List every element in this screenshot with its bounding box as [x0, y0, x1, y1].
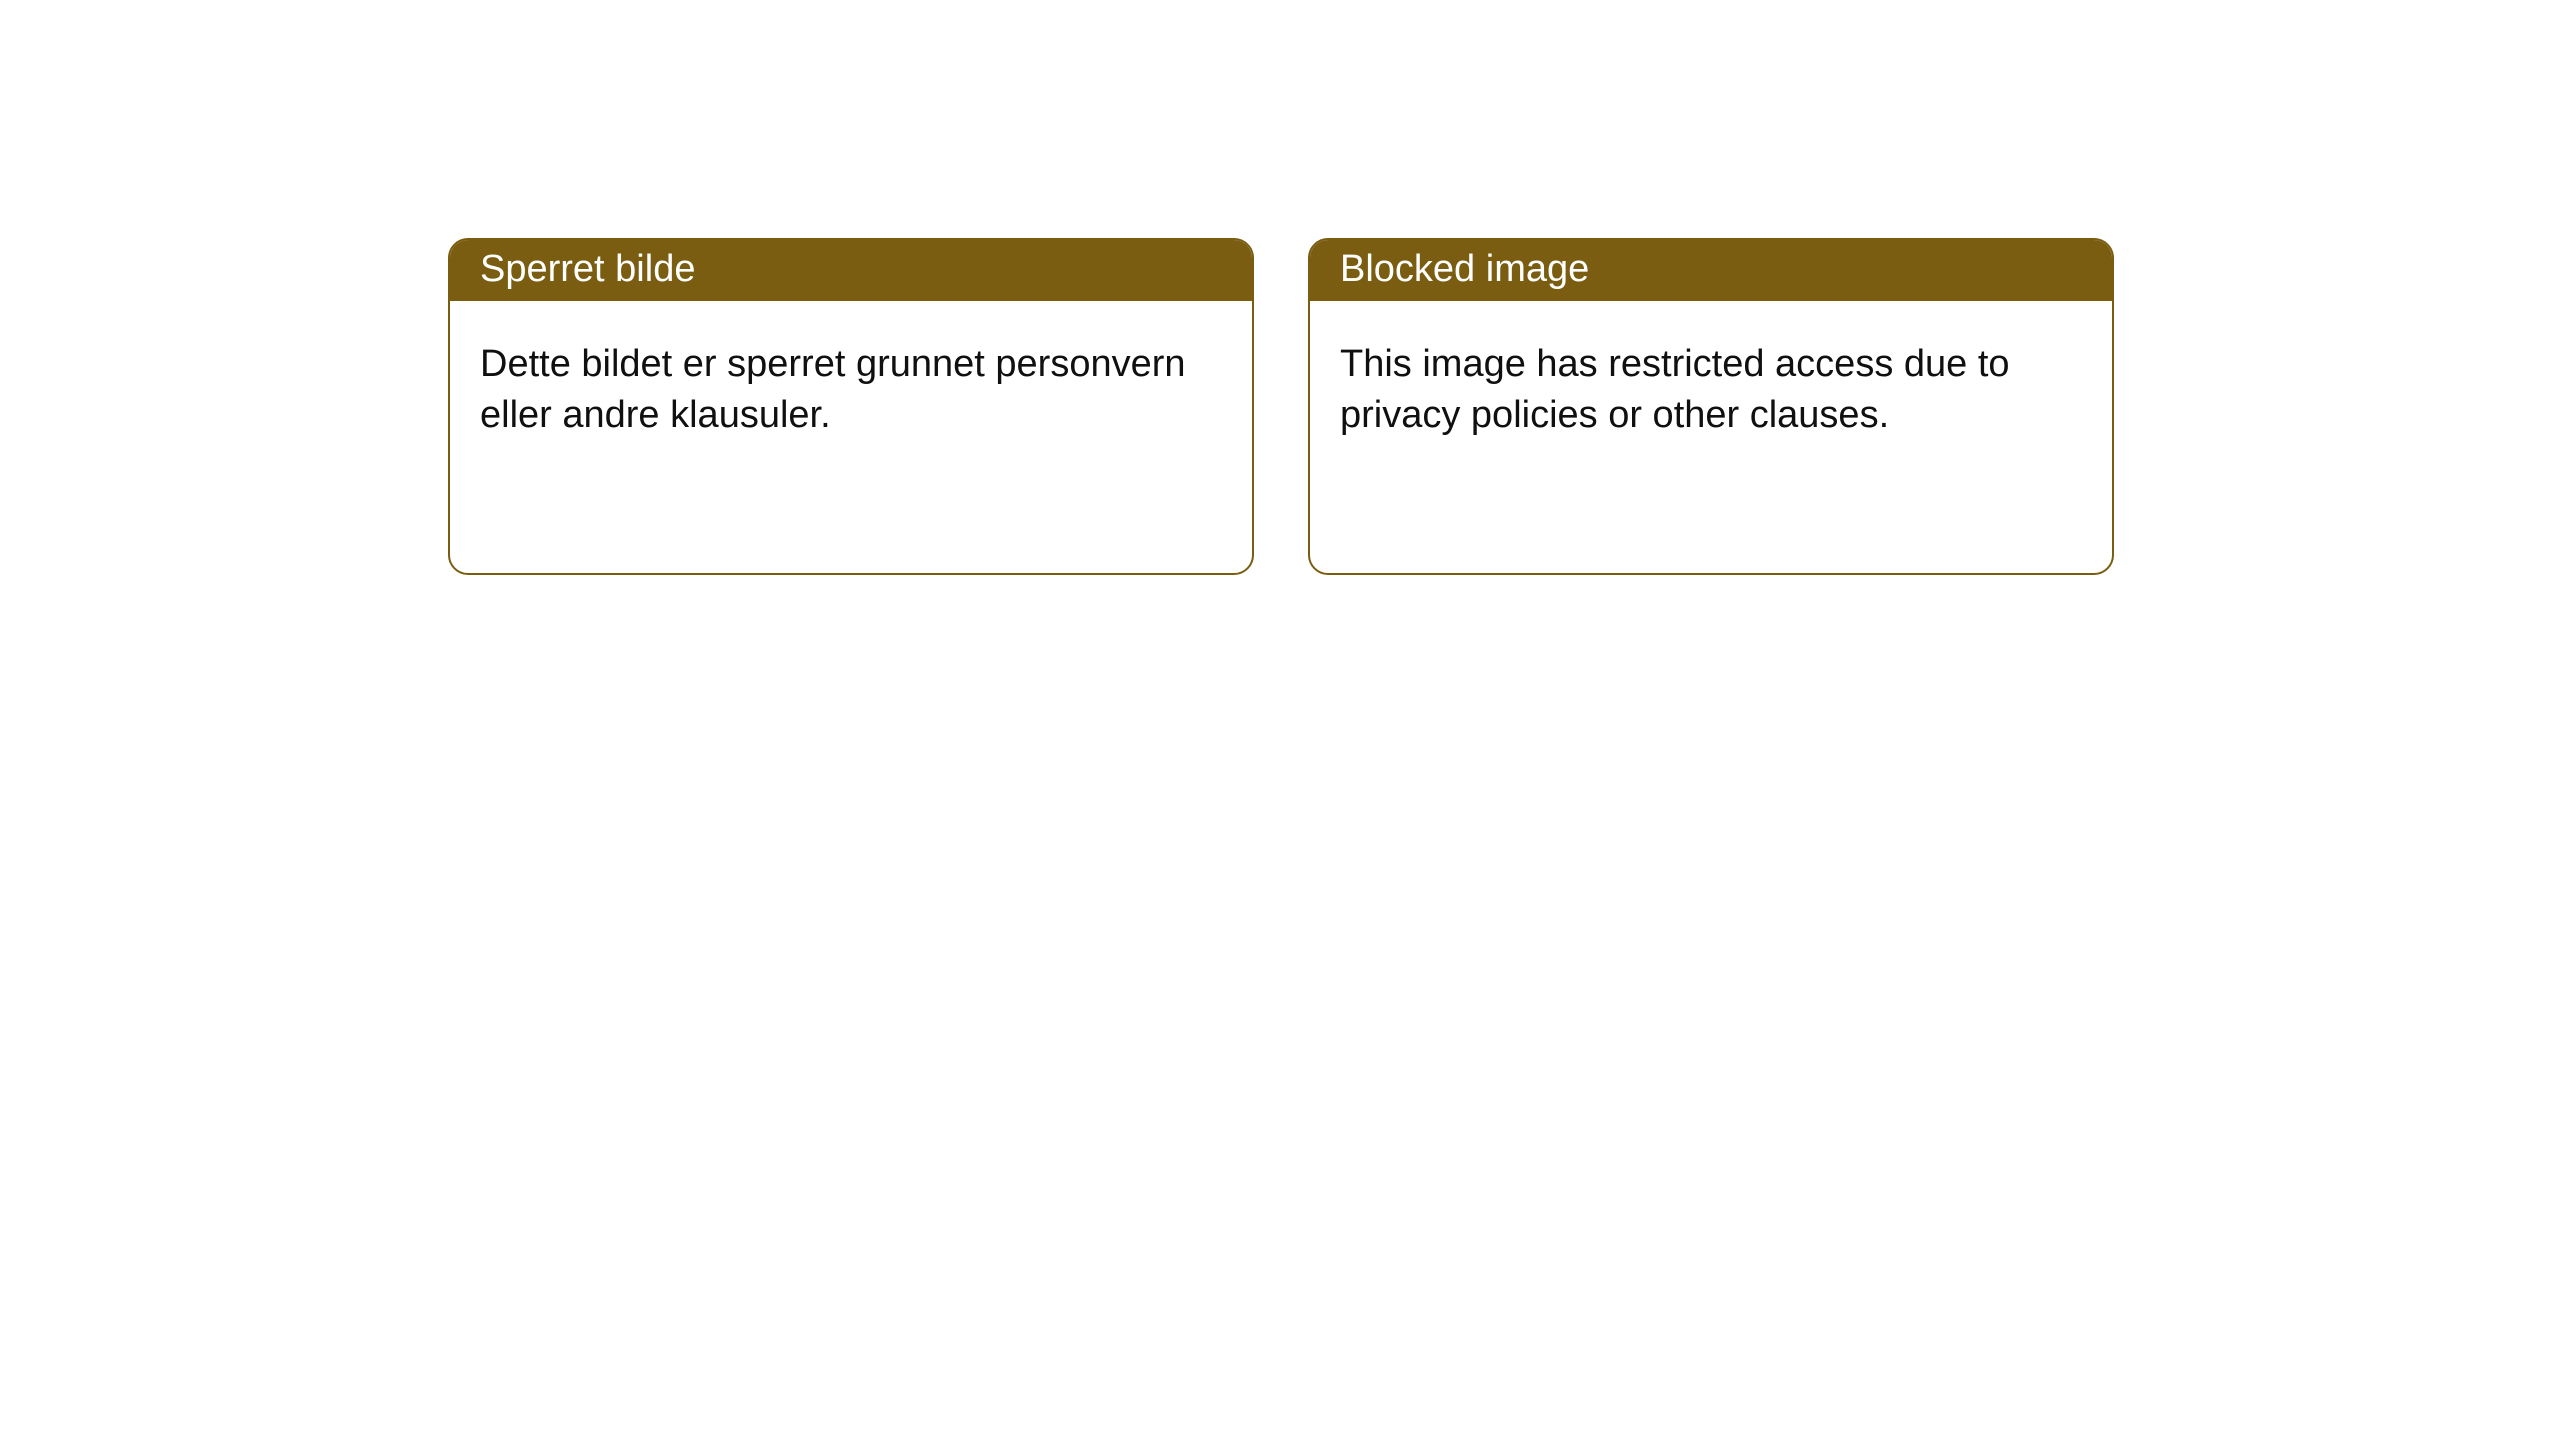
notice-card-title: Sperret bilde: [450, 240, 1252, 301]
notice-card-english: Blocked image This image has restricted …: [1308, 238, 2114, 575]
notice-card-body: Dette bildet er sperret grunnet personve…: [450, 301, 1252, 480]
notice-container: Sperret bilde Dette bildet er sperret gr…: [0, 0, 2560, 575]
notice-card-body: This image has restricted access due to …: [1310, 301, 2112, 480]
notice-card-norwegian: Sperret bilde Dette bildet er sperret gr…: [448, 238, 1254, 575]
notice-card-title: Blocked image: [1310, 240, 2112, 301]
